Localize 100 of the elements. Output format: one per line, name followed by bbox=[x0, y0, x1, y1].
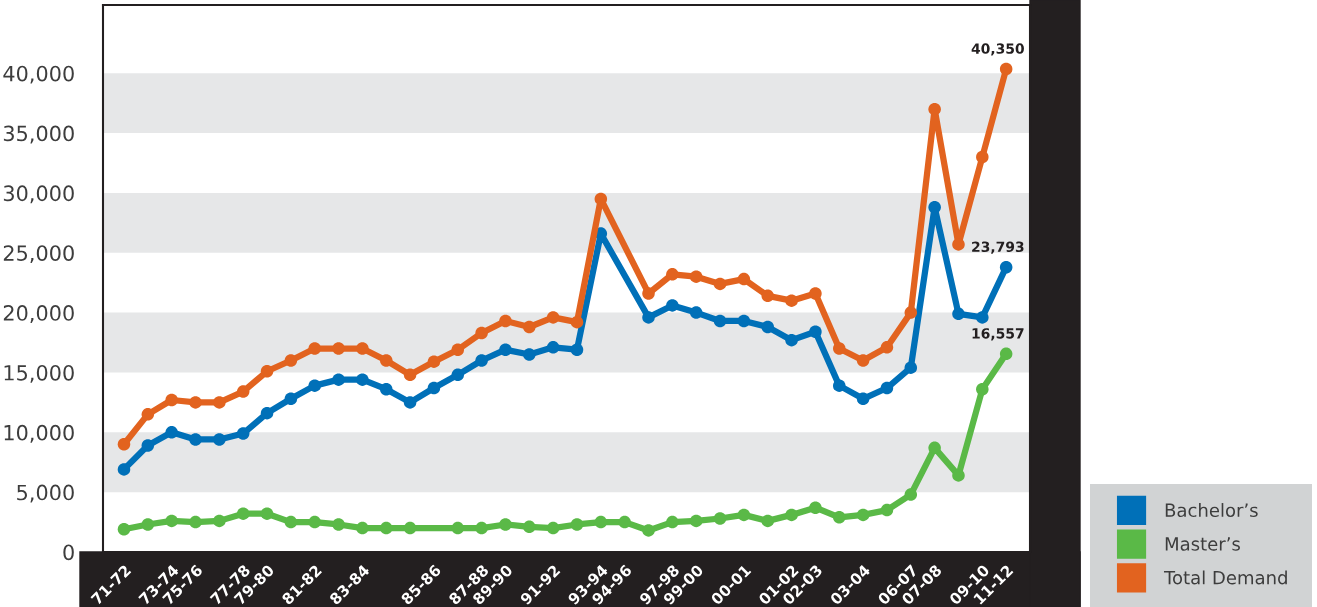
point bbox=[236, 507, 250, 520]
point bbox=[260, 507, 274, 520]
point bbox=[236, 385, 250, 398]
point bbox=[403, 396, 417, 409]
y-tick-label: 25,000 bbox=[3, 245, 74, 264]
point bbox=[308, 515, 321, 529]
point bbox=[689, 306, 703, 319]
point bbox=[666, 268, 679, 281]
point bbox=[523, 520, 536, 534]
point bbox=[141, 518, 155, 531]
point bbox=[213, 396, 226, 409]
point bbox=[737, 272, 751, 286]
point bbox=[785, 508, 798, 522]
y-tick-label: 20,000 bbox=[3, 305, 74, 323]
point bbox=[880, 381, 894, 395]
point bbox=[356, 521, 369, 535]
point bbox=[403, 368, 417, 382]
point bbox=[809, 325, 822, 339]
point bbox=[689, 270, 703, 283]
point bbox=[380, 521, 393, 535]
point bbox=[284, 515, 298, 529]
point bbox=[809, 287, 822, 300]
point bbox=[856, 392, 870, 406]
point bbox=[952, 238, 965, 251]
y-tick-label: 30,000 bbox=[3, 185, 74, 204]
point bbox=[117, 438, 131, 451]
point bbox=[213, 514, 226, 528]
point bbox=[546, 341, 560, 354]
point bbox=[976, 311, 989, 324]
point bbox=[475, 354, 488, 367]
point bbox=[356, 373, 369, 386]
point bbox=[666, 299, 679, 312]
data-label: 23,793 bbox=[972, 241, 1024, 254]
point bbox=[761, 320, 774, 334]
y-tick-label: 15,000 bbox=[4, 364, 74, 383]
point bbox=[165, 514, 178, 528]
point bbox=[594, 192, 608, 206]
point bbox=[141, 408, 155, 421]
point bbox=[332, 342, 345, 355]
legend-label: Master’s bbox=[1165, 537, 1240, 551]
point bbox=[713, 314, 727, 328]
point bbox=[523, 320, 536, 334]
point bbox=[594, 515, 608, 529]
point bbox=[284, 392, 298, 406]
point bbox=[642, 287, 655, 300]
point bbox=[332, 518, 345, 531]
point bbox=[999, 347, 1013, 361]
point bbox=[380, 354, 393, 367]
point bbox=[761, 514, 774, 528]
y-tick-label: 10,000 bbox=[4, 424, 74, 443]
point bbox=[141, 439, 155, 452]
point bbox=[642, 524, 655, 537]
point bbox=[713, 277, 727, 291]
point bbox=[284, 354, 298, 367]
point bbox=[833, 342, 846, 355]
point bbox=[403, 521, 417, 535]
data-label: 16,557 bbox=[972, 328, 1024, 341]
point bbox=[523, 348, 536, 361]
point bbox=[475, 521, 488, 535]
point bbox=[618, 515, 631, 529]
point bbox=[570, 518, 584, 531]
point bbox=[189, 515, 202, 529]
point bbox=[833, 379, 846, 392]
y-tick-label: 40,000 bbox=[3, 65, 74, 84]
point bbox=[976, 382, 989, 396]
point bbox=[570, 343, 584, 356]
point bbox=[260, 406, 274, 420]
point bbox=[737, 508, 751, 522]
point bbox=[451, 343, 465, 356]
point bbox=[761, 289, 774, 303]
point bbox=[213, 433, 226, 446]
point bbox=[928, 102, 941, 116]
point bbox=[308, 342, 321, 355]
point bbox=[427, 355, 441, 368]
point bbox=[189, 396, 202, 409]
data-label: 40,350 bbox=[971, 43, 1024, 56]
point bbox=[451, 521, 465, 535]
point bbox=[737, 314, 751, 328]
point bbox=[499, 314, 512, 328]
point bbox=[117, 523, 131, 536]
point bbox=[451, 368, 465, 382]
point bbox=[999, 62, 1013, 76]
point bbox=[475, 326, 488, 340]
point bbox=[427, 381, 441, 395]
point bbox=[570, 315, 584, 329]
point bbox=[785, 294, 798, 307]
point bbox=[546, 521, 560, 535]
point bbox=[713, 512, 727, 525]
point bbox=[952, 307, 965, 321]
point bbox=[809, 501, 822, 514]
point bbox=[880, 341, 894, 354]
point bbox=[332, 373, 345, 386]
point bbox=[689, 514, 703, 528]
point bbox=[236, 427, 250, 440]
point bbox=[642, 311, 655, 324]
point bbox=[976, 150, 989, 164]
point bbox=[499, 518, 512, 531]
point bbox=[380, 382, 393, 396]
point bbox=[880, 503, 894, 517]
point bbox=[999, 260, 1013, 274]
